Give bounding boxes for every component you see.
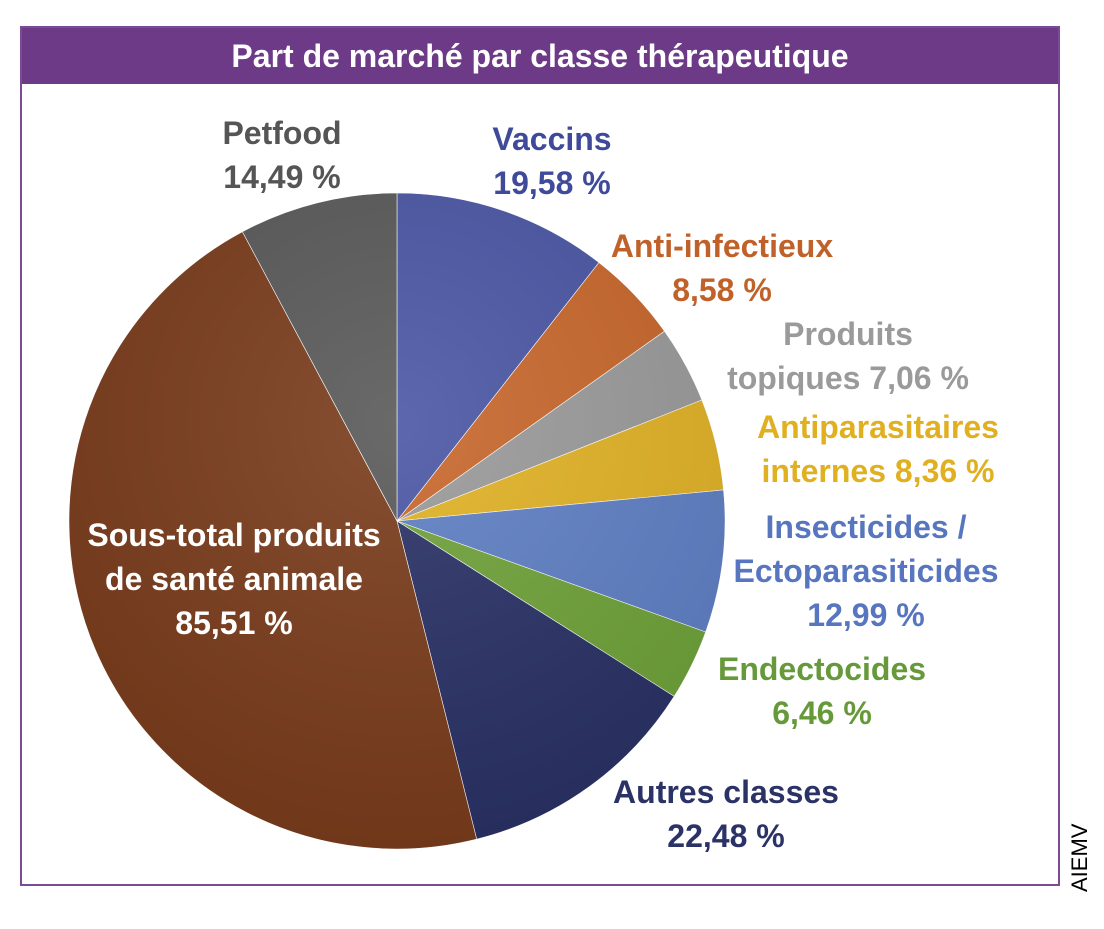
- slice-value-label: internes 8,36 %: [762, 453, 995, 489]
- slice-name-label: Endectocides: [718, 651, 926, 687]
- slice-label-autres-classes: Autres classes 22,48 %: [613, 774, 839, 854]
- slice-name-label: Autres classes: [613, 774, 839, 810]
- slice-name-label: Vaccins: [492, 121, 611, 157]
- slice-label-anti-infectieux: Anti-infectieux 8,58 %: [611, 228, 833, 308]
- slice-value-label: 19,58 %: [493, 165, 610, 201]
- slice-value-label: topiques 7,06 %: [727, 360, 969, 396]
- slice-name-label: Produits: [783, 316, 913, 352]
- source-credit: AIEMV: [1067, 823, 1092, 892]
- slice-label-produits-topiques: Produits topiques 7,06 %: [727, 316, 969, 396]
- slice-label-insecticides-ectoparasiticides: Insecticides / Ectoparasiticides 12,99 %: [734, 509, 999, 633]
- slice-value-label: 85,51 %: [175, 605, 292, 641]
- slice-value-label: 14,49 %: [223, 159, 340, 195]
- slice-name-label: Sous-total produits: [87, 517, 380, 553]
- slice-name-label: Antiparasitaires: [757, 409, 999, 445]
- slice-value-label: 8,58 %: [672, 272, 772, 308]
- slice-label-petfood: Petfood 14,49 %: [222, 115, 341, 195]
- slice-label-endectocides: Endectocides 6,46 %: [718, 651, 926, 731]
- slice-value-label: 6,46 %: [772, 695, 872, 731]
- slice-label-sous-total-produits-de-sante-animale: Sous-total produits de santé animale 85,51…: [87, 517, 380, 641]
- slice-name-label: Anti-infectieux: [611, 228, 833, 264]
- slice-label-antiparasitaires-internes: Antiparasitaires internes 8,36 %: [757, 409, 999, 489]
- slice-label-vaccins: Vaccins 19,58 %: [492, 121, 611, 201]
- slice-name-label: de santé animale: [105, 561, 363, 597]
- slice-value-label: 22,48 %: [667, 818, 784, 854]
- chart-title: Part de marché par classe thérapeutique: [22, 28, 1058, 84]
- slice-value-label: 12,99 %: [807, 597, 924, 633]
- slice-name-label: Petfood: [222, 115, 341, 151]
- slice-name-label: Insecticides /: [766, 509, 967, 545]
- slice-name-label: Ectoparasiticides: [734, 553, 999, 589]
- chart-frame: Part de marché par classe thérapeutique: [20, 26, 1060, 886]
